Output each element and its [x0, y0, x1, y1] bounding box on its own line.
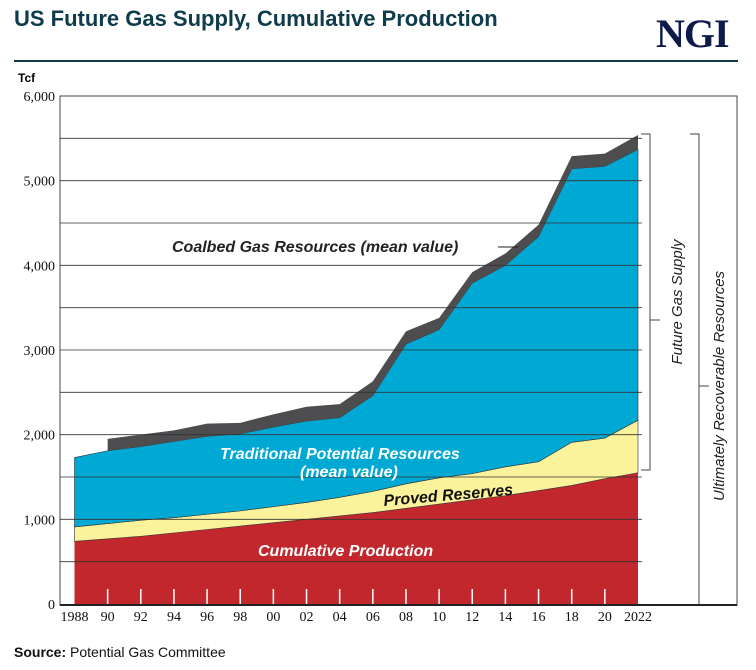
x-tick-label: 96	[200, 610, 214, 625]
future-supply-bracket	[641, 133, 660, 471]
y-tick-label: 4,000	[24, 259, 56, 274]
x-tick-label: 10	[432, 610, 446, 625]
area-cumulative-production	[74, 472, 638, 604]
source-note: Source: Potential Gas Committee	[14, 644, 226, 660]
y-tick-labels: 0 1,000 2,000 3,000 4,000 5,000 6,000	[24, 90, 56, 613]
header-rule	[14, 60, 738, 62]
x-tick-label: 08	[399, 610, 413, 625]
x-tick-label: 16	[532, 610, 546, 625]
label-cumulative: Cumulative Production	[258, 543, 433, 560]
x-tick-label: 2022	[624, 610, 652, 625]
source-label: Source:	[14, 644, 67, 660]
x-tick-label: 92	[134, 610, 148, 625]
source-text: Potential Gas Committee	[70, 644, 226, 660]
area-layers	[74, 134, 639, 604]
x-tick-label: 98	[233, 610, 247, 625]
x-tick-label: 04	[333, 610, 347, 625]
x-tick-label: 1988	[61, 610, 89, 625]
gridlines	[60, 137, 642, 563]
area-traditional-potential-resources-mean-value	[74, 148, 639, 528]
x-ticks	[60, 589, 737, 606]
y-tick-label: 1,000	[24, 513, 56, 528]
label-coalbed: Coalbed Gas Resources (mean value)	[172, 239, 458, 256]
ngi-logo: NGI	[656, 11, 730, 56]
y-tick-label: 5,000	[24, 175, 56, 190]
y-tick-label: 6,000	[24, 90, 56, 105]
area-coalbed-gas-resources-mean-value	[107, 134, 639, 451]
urr-bracket	[690, 133, 709, 605]
x-tick-label: 06	[366, 610, 380, 625]
y-tick-label: 0	[48, 598, 55, 613]
x-tick-label: 18	[565, 610, 579, 625]
x-tick-label: 02	[300, 610, 314, 625]
x-tick-label: 12	[465, 610, 479, 625]
label-traditional-1: Traditional Potential Resources	[220, 446, 460, 463]
x-tick-label: 00	[266, 610, 280, 625]
x-tick-label: 90	[101, 610, 115, 625]
y-axis-label: Tcf	[18, 71, 36, 85]
x-tick-labels: 1988 90 92 94 96 98 00 02 04 06 08 10 12 14 16 18 20 2022	[61, 610, 653, 625]
chart-title: US Future Gas Supply, Cumulative Product…	[14, 6, 498, 31]
label-traditional-2: (mean value)	[300, 464, 398, 481]
y-tick-label: 2,000	[24, 429, 56, 444]
y-tick-label: 3,000	[24, 344, 56, 359]
x-tick-label: 94	[167, 610, 181, 625]
label-urr: Ultimately Recoverable Resources	[711, 270, 728, 501]
label-future-supply: Future Gas Supply	[669, 238, 686, 365]
x-tick-label: 14	[498, 610, 512, 625]
x-tick-label: 20	[598, 610, 612, 625]
